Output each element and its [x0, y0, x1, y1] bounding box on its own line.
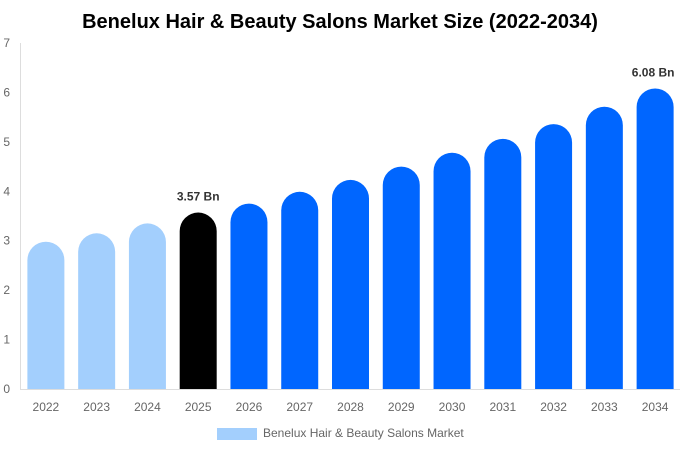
y-tick-label: 1	[3, 333, 10, 347]
x-tick-label: 2029	[388, 400, 415, 414]
x-tick-label: 2027	[286, 400, 313, 414]
x-tick-label: 2026	[236, 400, 263, 414]
bar-2034[interactable]	[636, 88, 674, 389]
y-tick-label: 6	[3, 85, 10, 99]
bar-2024[interactable]	[128, 223, 166, 389]
bar-2032[interactable]	[535, 124, 573, 389]
y-tick-label: 3	[3, 234, 10, 248]
x-tick-label: 2032	[540, 400, 567, 414]
bar-2022[interactable]	[27, 241, 65, 389]
chart-title: Benelux Hair & Beauty Salons Market Size…	[82, 11, 598, 33]
y-tick-label: 4	[3, 184, 10, 198]
x-tick-label: 2031	[489, 400, 516, 414]
bar-2028[interactable]	[332, 179, 369, 389]
x-tick-label: 2034	[642, 400, 669, 414]
x-tick-label: 2030	[439, 400, 466, 414]
bar-2033[interactable]	[585, 106, 623, 390]
y-tick-label: 2	[3, 283, 10, 297]
data-label: 3.57 Bn	[177, 190, 220, 204]
legend-swatch	[217, 428, 257, 440]
y-tick-label: 0	[3, 382, 10, 396]
bar-2029[interactable]	[382, 166, 420, 389]
bar-2031[interactable]	[484, 138, 522, 389]
bar-2030[interactable]	[433, 152, 471, 389]
x-tick-label: 2024	[134, 400, 161, 414]
y-tick-label: 7	[3, 36, 10, 50]
x-tick-label: 2033	[591, 400, 618, 414]
legend-label: Benelux Hair & Beauty Salons Market	[263, 426, 464, 440]
bar-2025[interactable]	[179, 212, 217, 389]
x-tick-label: 2028	[337, 400, 364, 414]
legend[interactable]: Benelux Hair & Beauty Salons Market	[217, 426, 464, 440]
bar-2027[interactable]	[281, 191, 319, 389]
x-tick-label: 2022	[33, 400, 60, 414]
bar-2023[interactable]	[78, 233, 116, 389]
y-tick-label: 5	[3, 135, 10, 149]
x-tick-label: 2023	[83, 400, 110, 414]
bar-2026[interactable]	[230, 203, 268, 389]
x-tick-label: 2025	[185, 400, 212, 414]
data-label: 6.08 Bn	[632, 65, 675, 79]
